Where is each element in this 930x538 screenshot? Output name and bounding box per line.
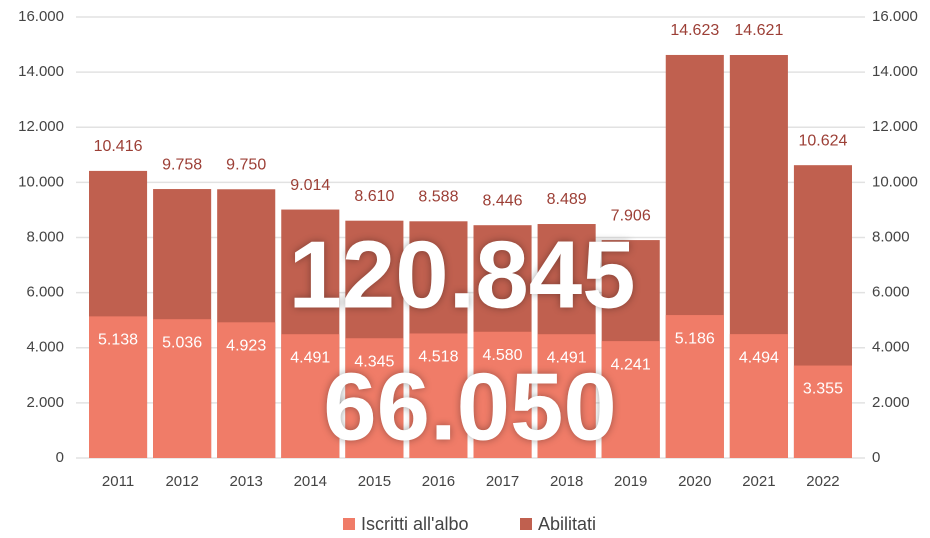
bar [729, 334, 788, 458]
value-label: 5.036 [162, 334, 202, 351]
value-label: 4.491 [547, 349, 587, 366]
bar [537, 334, 596, 458]
value-label: 10.416 [94, 138, 143, 155]
value-label: 8.489 [547, 191, 587, 208]
value-label: 3.355 [803, 381, 843, 398]
y2-tick-label: 14.000 [872, 63, 918, 80]
y2-tick-label: 12.000 [872, 118, 918, 135]
bar [601, 341, 660, 458]
legend-swatch [343, 518, 355, 530]
value-label: 7.906 [611, 207, 651, 224]
y-tick-label: 12.000 [18, 118, 64, 135]
value-label: 14.621 [734, 22, 783, 39]
value-label: 5.186 [675, 330, 715, 347]
x-tick-label: 2013 [230, 473, 263, 490]
y-tick-label: 8.000 [26, 228, 64, 245]
x-tick-label: 2014 [294, 473, 327, 490]
x-tick-label: 2022 [806, 473, 839, 490]
value-label: 4.518 [418, 349, 458, 366]
y-tick-label: 14.000 [18, 63, 64, 80]
value-label: 4.241 [611, 356, 651, 373]
x-tick-label: 2015 [358, 473, 391, 490]
value-label: 8.588 [418, 189, 458, 206]
x-tick-label: 2011 [102, 473, 134, 490]
value-label: 8.610 [354, 188, 394, 205]
y-tick-label: 6.000 [26, 284, 64, 301]
x-tick-label: 2018 [550, 473, 583, 490]
value-label: 4.494 [739, 349, 779, 366]
bar [345, 338, 404, 458]
value-label: 9.750 [226, 156, 266, 173]
legend-label: Abilitati [538, 514, 596, 534]
y2-tick-label: 4.000 [872, 339, 910, 356]
y2-tick-label: 0 [872, 449, 880, 466]
bar [89, 316, 148, 458]
bar [409, 333, 468, 458]
annotation: 120.845 [288, 221, 635, 328]
bar [793, 365, 852, 458]
x-tick-label: 2019 [614, 473, 647, 490]
legend-swatch [520, 518, 532, 530]
value-label: 4.345 [354, 353, 394, 370]
value-label: 4.923 [226, 338, 266, 355]
annotation: 66.050 [323, 353, 617, 460]
x-tick-label: 2020 [678, 473, 711, 490]
bar [665, 315, 724, 458]
bar [153, 319, 212, 458]
x-tick-label: 2021 [742, 473, 775, 490]
y2-tick-label: 16.000 [872, 8, 918, 25]
value-label: 14.623 [670, 22, 719, 39]
y2-tick-label: 10.000 [872, 173, 918, 190]
value-label: 10.624 [798, 132, 847, 149]
y-tick-label: 10.000 [18, 173, 64, 190]
value-label: 4.580 [483, 347, 523, 364]
y-tick-label: 2.000 [26, 394, 64, 411]
y-tick-label: 4.000 [26, 339, 64, 356]
x-tick-label: 2017 [486, 473, 519, 490]
value-label: 4.491 [290, 349, 330, 366]
y-tick-label: 16.000 [18, 8, 64, 25]
legend-label: Iscritti all'albo [361, 514, 468, 534]
y2-tick-label: 2.000 [872, 394, 910, 411]
bar [281, 334, 340, 458]
y2-tick-label: 8.000 [872, 228, 910, 245]
y-tick-label: 0 [56, 449, 64, 466]
bar [217, 322, 276, 458]
bar [473, 331, 532, 458]
value-label: 8.446 [483, 192, 523, 209]
x-tick-label: 2012 [165, 473, 198, 490]
y2-tick-label: 6.000 [872, 284, 910, 301]
value-label: 5.138 [98, 332, 138, 349]
value-label: 9.014 [290, 177, 330, 194]
x-tick-label: 2016 [422, 473, 455, 490]
value-label: 9.758 [162, 156, 202, 173]
